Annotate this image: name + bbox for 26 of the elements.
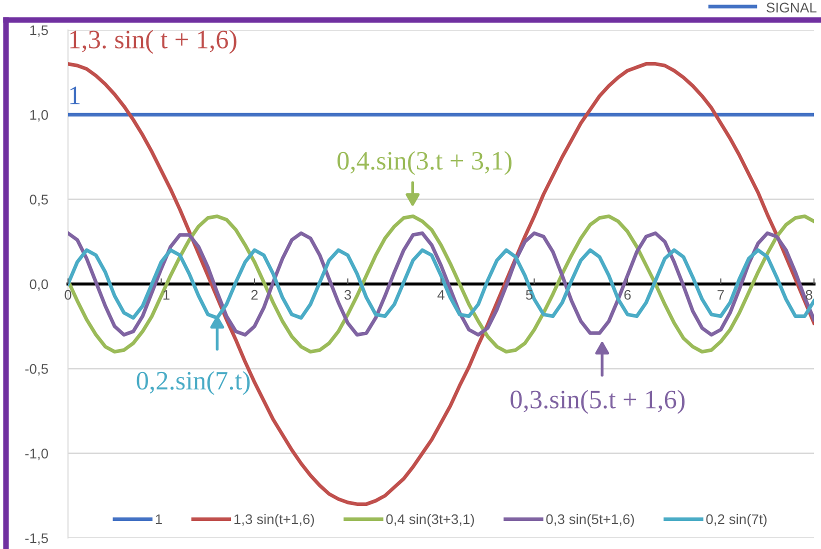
annotation: 0,2.sin(7.t) xyxy=(136,371,250,396)
x-tick-label: 8 xyxy=(806,290,812,300)
annotation: 1,3. sin( t + 1,6) xyxy=(70,30,236,54)
y-tick-label: 1,0 xyxy=(30,110,48,122)
legend-label: 0,2 sin(7t) xyxy=(706,514,767,527)
x-tick-label: 0 xyxy=(64,290,72,300)
legend-label: 0,3 sin(5t+1,6) xyxy=(546,514,634,527)
legend-label: 0,4 sin(3t+3,1) xyxy=(386,514,474,527)
x-tick-label: 1 xyxy=(163,290,170,300)
annotation: 0,3.sin(5.t + 1,6) xyxy=(510,390,685,414)
y-tick-label: 1,5 xyxy=(30,25,48,37)
y-tick-label: 0,5 xyxy=(30,194,48,206)
x-tick-label: 7 xyxy=(718,290,724,300)
annotation: 0,4.sin(3.t + 3,1) xyxy=(338,151,512,176)
legend-label: 1 xyxy=(156,514,162,524)
x-tick-label: 3 xyxy=(344,290,351,300)
legend-label: 1,3 sin(t+1,6) xyxy=(234,514,314,527)
text: SIGNAL xyxy=(766,2,816,13)
x-tick-label: 2 xyxy=(251,290,258,300)
y-tick-label: -0,5 xyxy=(25,364,48,376)
x-tick-label: 4 xyxy=(437,290,444,300)
y-tick-label: -1,0 xyxy=(25,448,48,460)
x-tick-label: 6 xyxy=(624,290,631,300)
y-tick-label: 0,0 xyxy=(30,279,48,291)
annotation: 1 xyxy=(70,86,80,104)
y-tick-label: -1,5 xyxy=(25,533,48,545)
